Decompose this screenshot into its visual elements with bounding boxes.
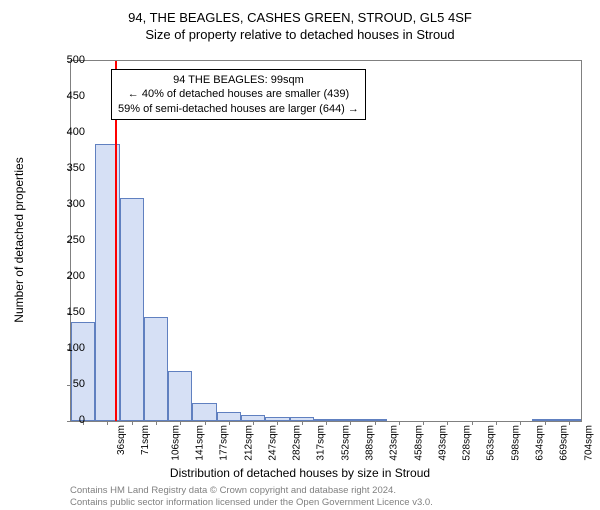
histogram-bar xyxy=(192,403,216,421)
x-tick-label: 493sqm xyxy=(437,425,448,461)
x-tick-label: 352sqm xyxy=(340,425,351,461)
x-tick-label: 388sqm xyxy=(365,425,376,461)
x-axis-label: Distribution of detached houses by size … xyxy=(0,466,600,480)
x-tick-mark xyxy=(132,421,133,425)
annotation-box: 94 THE BEAGLES: 99sqm← 40% of detached h… xyxy=(111,69,366,120)
chart-title-1: 94, THE BEAGLES, CASHES GREEN, STROUD, G… xyxy=(0,10,600,27)
x-tick-label: 598sqm xyxy=(510,425,521,461)
x-tick-label: 563sqm xyxy=(486,425,497,461)
histogram-bar xyxy=(168,371,192,421)
histogram-bar xyxy=(144,317,168,421)
footer-attribution: Contains HM Land Registry data © Crown c… xyxy=(70,485,433,508)
annotation-line-3: 59% of semi-detached houses are larger (… xyxy=(118,102,359,116)
footer-line-2: Contains public sector information licen… xyxy=(70,497,433,508)
y-tick-label: 400 xyxy=(45,126,85,138)
y-tick-label: 300 xyxy=(45,198,85,210)
y-tick-label: 250 xyxy=(45,234,85,246)
x-tick-label: 528sqm xyxy=(462,425,473,461)
x-tick-label: 106sqm xyxy=(170,425,181,461)
x-tick-label: 458sqm xyxy=(413,425,424,461)
histogram-bar xyxy=(120,198,144,421)
y-tick-label: 500 xyxy=(45,54,85,66)
x-tick-mark xyxy=(156,421,157,425)
x-tick-label: 423sqm xyxy=(389,425,400,461)
x-tick-label: 36sqm xyxy=(116,425,127,455)
y-tick-label: 50 xyxy=(45,378,85,390)
y-tick-label: 450 xyxy=(45,90,85,102)
x-tick-label: 212sqm xyxy=(243,425,254,461)
x-tick-label: 317sqm xyxy=(316,425,327,461)
chart-title-2: Size of property relative to detached ho… xyxy=(0,27,600,44)
annotation-line-2: ← 40% of detached houses are smaller (43… xyxy=(118,87,359,101)
x-tick-mark xyxy=(107,421,108,425)
y-tick-label: 350 xyxy=(45,162,85,174)
x-tick-label: 282sqm xyxy=(292,425,303,461)
y-tick-label: 150 xyxy=(45,306,85,318)
annotation-line-1: 94 THE BEAGLES: 99sqm xyxy=(118,73,359,87)
plot-area: 94 THE BEAGLES: 99sqm← 40% of detached h… xyxy=(70,60,582,422)
x-tick-label: 177sqm xyxy=(219,425,230,461)
y-tick-label: 0 xyxy=(45,414,85,426)
x-tick-label: 247sqm xyxy=(267,425,278,461)
histogram-bar xyxy=(71,322,95,421)
x-tick-label: 634sqm xyxy=(535,425,546,461)
x-tick-label: 71sqm xyxy=(140,425,151,455)
y-tick-label: 100 xyxy=(45,342,85,354)
histogram-bar xyxy=(217,412,241,421)
chart-container: 94, THE BEAGLES, CASHES GREEN, STROUD, G… xyxy=(0,10,600,510)
footer-line-1: Contains HM Land Registry data © Crown c… xyxy=(70,485,433,496)
x-tick-label: 669sqm xyxy=(559,425,570,461)
y-tick-label: 200 xyxy=(45,270,85,282)
x-tick-label: 141sqm xyxy=(195,425,206,461)
x-tick-label: 704sqm xyxy=(583,425,594,461)
